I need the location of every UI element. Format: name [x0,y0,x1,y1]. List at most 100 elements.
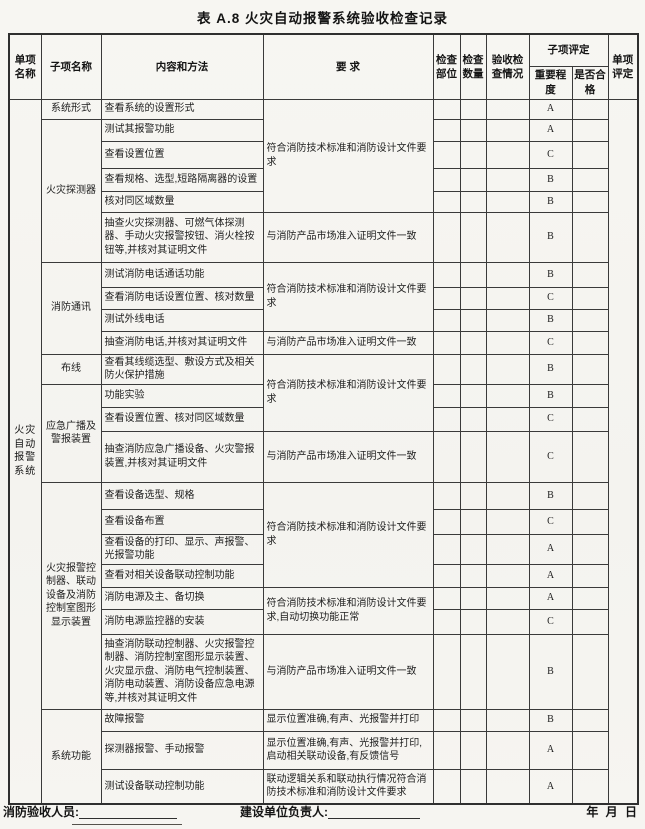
check-quantity-cell [459,190,487,213]
acceptance-situation-cell [485,768,530,805]
qualified-cell [571,533,609,565]
importance-cell: B [528,353,573,385]
check-location-cell [432,608,461,635]
content-method-cell: 查看规格、选型,短路隔离器的设置 [100,167,264,192]
requirement-cell: 与消防产品市场准入证明文件一致 [262,633,434,710]
requirement-cell: 联动逻辑关系和联动执行情况符合消防技术标准和消防设计文件要求 [262,768,434,805]
content-method-cell: 测试设备联动控制功能 [100,768,264,805]
qualified-cell [571,481,609,510]
content-method-cell: 查看设备布置 [100,508,264,535]
importance-cell: B [528,190,573,213]
importance-cell: C [528,286,573,310]
qualified-cell [571,261,609,288]
check-location-cell [432,190,461,213]
check-location-cell [432,633,461,710]
signature-footer: 消防验收人员: 建设单位负责人: 年 月 日 [0,803,645,825]
check-quantity-cell [459,406,487,432]
qualified-cell [571,586,609,610]
qualified-cell [571,508,609,535]
acceptance-situation-cell [485,586,530,610]
table-row: 查看设备的打印、显示、声报警、光报警功能 A [9,533,638,565]
requirement-cell: 符合消防技术标准和消防设计文件要求 [262,261,434,332]
qualified-cell [571,98,609,120]
subitem-name-cell: 系统功能 [40,708,102,805]
content-method-cell: 消防电源及主、备切换 [100,586,264,610]
check-quantity-cell [459,383,487,408]
check-location-cell [432,308,461,332]
table-row: 消防电源及主、备切换 符合消防技术标准和消防设计文件要求,自动切换功能正常 A [9,586,638,635]
subitem-name-cell: 消防通讯 [40,261,102,355]
requirement-cell: 与消防产品市场准入证明文件一致 [262,211,434,263]
qualified-cell [571,167,609,192]
check-location-cell [432,167,461,192]
table-row: 核对同区域数量 B [9,190,638,213]
check-quantity-cell [459,481,487,510]
qualified-cell [571,708,609,732]
check-location-cell [432,118,461,142]
qualified-cell [571,330,609,355]
header-check-quantity: 检查 数量 [459,33,487,100]
check-quantity-cell [459,167,487,192]
acceptance-situation-cell [485,353,530,385]
subitem-name-cell: 布线 [40,353,102,385]
check-quantity-cell [459,768,487,805]
acceptance-situation-cell [485,633,530,710]
check-quantity-cell [459,330,487,355]
inspection-record-table: 单项 名称 子项名称 内容和方法 要 求 检查 部位 检查 数量 验收检 查情况… [8,33,639,805]
check-location-cell [432,353,461,385]
check-location-cell [432,98,461,120]
check-location-cell [432,383,461,408]
fire-inspector-field: 消防验收人员: [3,803,177,820]
importance-cell: C [528,140,573,169]
importance-cell: C [528,406,573,432]
acceptance-situation-cell [485,330,530,355]
header-content-method: 内容和方法 [100,33,264,100]
content-method-cell: 查看设置位置、核对同区域数量 [100,406,264,432]
qualified-cell [571,730,609,770]
date-label: 年 月 日 [586,805,639,819]
check-location-cell [432,211,461,263]
acceptance-situation-cell [485,167,530,192]
acceptance-situation-cell [485,286,530,310]
table-header: 单项 名称 子项名称 内容和方法 要 求 检查 部位 检查 数量 验收检 查情况… [8,33,639,100]
subitem-name-cell: 应急广播及警报装置 [40,383,102,483]
table-row: 火灾探测器 测试其报警功能 A [9,118,638,263]
requirement-cell: 符合消防技术标准和消防设计文件要求 [262,481,434,588]
acceptance-situation-cell [485,261,530,288]
acceptance-situation-cell [485,98,530,120]
check-quantity-cell [459,563,487,588]
content-method-cell: 功能实验 [100,383,264,408]
table-row: 查看设置位置、核对同区域数量 C [9,406,638,432]
table-row: 布线 查看其线缆选型、敷设方式及相关防火保护措施 符合消防技术标准和消防设计文件要求… [9,353,638,432]
content-method-cell: 故障报警 [100,708,264,732]
fire-inspector-blank-line [79,817,177,819]
qualified-cell [571,633,609,710]
importance-cell: B [528,481,573,510]
content-method-cell: 抽查消防电话,并核对其证明文件 [100,330,264,355]
importance-cell: B [528,383,573,408]
acceptance-situation-cell [485,190,530,213]
importance-cell: A [528,586,573,610]
content-method-cell: 查看对相关设备联动控制功能 [100,563,264,588]
acceptance-situation-cell [485,211,530,263]
header-acceptance-situation: 验收检 查情况 [485,33,530,100]
acceptance-situation-cell [485,406,530,432]
importance-cell: C [528,430,573,483]
acceptance-situation-cell [485,118,530,142]
qualified-cell [571,211,609,263]
content-method-cell: 消防电源监控器的安装 [100,608,264,635]
importance-cell: A [528,533,573,565]
acceptance-situation-cell [485,508,530,535]
check-quantity-cell [459,533,487,565]
qualified-cell [571,118,609,142]
acceptance-situation-cell [485,383,530,408]
requirement-cell: 符合消防技术标准和消防设计文件要求 [262,98,434,213]
check-location-cell [432,330,461,355]
importance-cell: B [528,261,573,288]
table-row: 查看设置位置 C [9,140,638,169]
construction-leader-blank-line [328,817,420,819]
check-quantity-cell [459,308,487,332]
table-row: 消防电源监控器的安装 C [9,608,638,635]
table-row: 查看对相关设备联动控制功能 A [9,563,638,588]
